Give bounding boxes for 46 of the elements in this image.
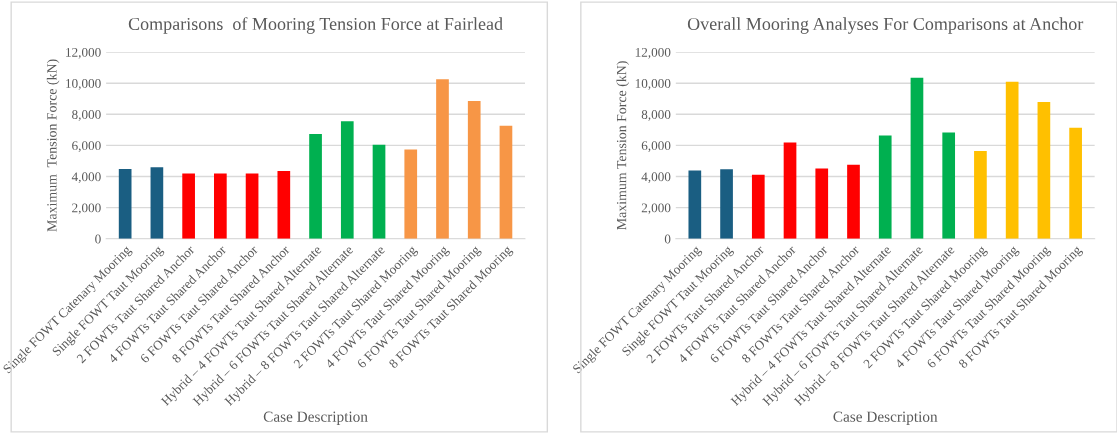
bar (277, 170, 291, 239)
y-tick-label: 8,000 (72, 110, 101, 121)
y-tick-label: 8,000 (641, 110, 671, 121)
bar (942, 132, 956, 239)
bar (340, 121, 354, 239)
bar (1037, 102, 1051, 239)
bar (847, 164, 860, 239)
x-axis-title: Case Description (833, 411, 938, 425)
y-tick-label: 4,000 (71, 172, 101, 184)
bar (783, 142, 797, 239)
y-tick-label: 12,000 (635, 47, 671, 59)
bar (372, 144, 386, 239)
y-axis-title: Maximum Tension Force (kN) (46, 59, 60, 232)
bar (245, 173, 259, 239)
bar (182, 173, 195, 239)
chart-title: Comparisons of Mooring Tension Force at Fairlead (128, 17, 503, 34)
x-axis-title: Case Description (263, 411, 368, 425)
y-tick-label: 12,000 (66, 47, 101, 59)
bar (815, 168, 829, 239)
bar (118, 169, 132, 239)
y-axis-title: Maximum Tension Force (kN) (616, 61, 630, 230)
y-tick-label: 2,000 (72, 203, 101, 215)
y-tick-label: 0 (664, 234, 671, 244)
bar (1069, 127, 1082, 239)
bar (688, 170, 702, 239)
y-tick-label: 10,000 (66, 78, 101, 90)
y-tick-label: 0 (95, 234, 101, 244)
bar (751, 174, 765, 239)
bar (910, 77, 924, 239)
chart-title: Overall Mooring Analyses For Comparisons at Anchor (687, 17, 1084, 34)
bar (499, 125, 513, 239)
bar (467, 100, 481, 239)
y-tick-label: 10,000 (635, 78, 671, 90)
y-tick-label: 4,000 (641, 172, 671, 184)
bar (309, 134, 322, 239)
bar (214, 173, 227, 239)
bar (1005, 81, 1019, 239)
y-tick-label: 2,000 (641, 203, 671, 215)
bar (974, 150, 987, 239)
bar (436, 79, 449, 239)
y-tick-label: 6,000 (641, 141, 671, 152)
bar (404, 149, 418, 239)
bar (878, 135, 892, 239)
y-tick-label: 6,000 (72, 141, 101, 152)
bar (150, 167, 164, 239)
bar (720, 169, 733, 239)
